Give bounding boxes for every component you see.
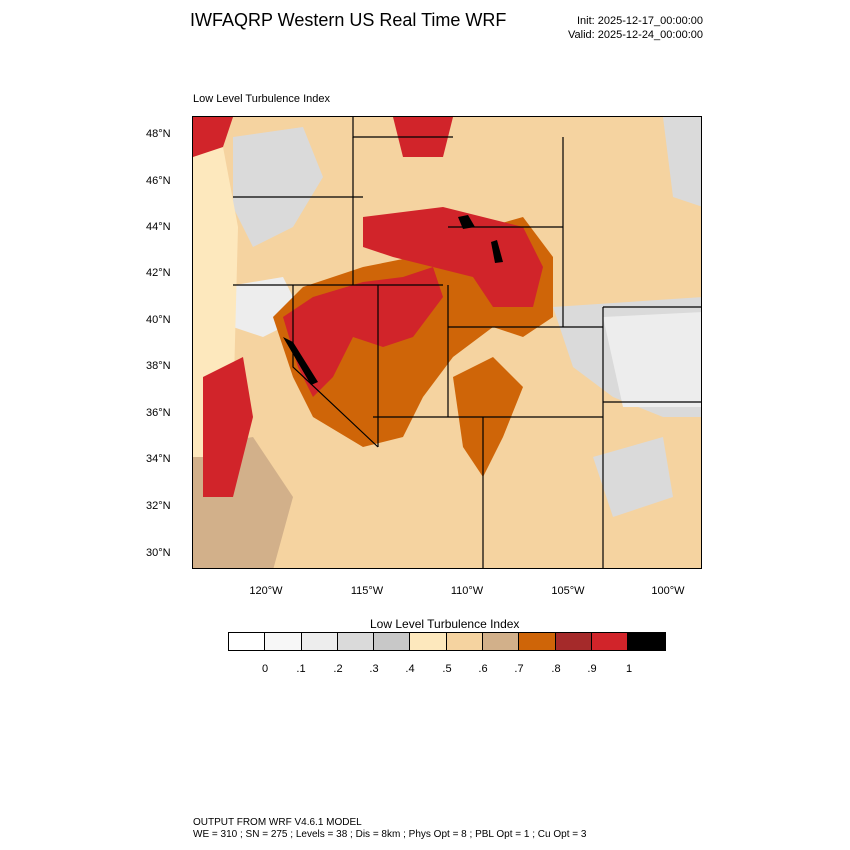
colorbar-tick-label: .2 <box>333 663 343 675</box>
panel-label: Low Level Turbulence Index <box>193 93 330 105</box>
extreme-turbulence-bighorn <box>491 240 503 263</box>
valid-time: Valid: 2025-12-24_00:00:00 <box>568 29 703 41</box>
texas-low-region <box>593 437 673 517</box>
colorbar-swatch <box>410 633 447 650</box>
colorbar-swatch <box>446 633 484 650</box>
lat-label: 46°N <box>146 175 171 187</box>
colorbar-swatch <box>265 633 302 650</box>
turbulence-map <box>193 117 701 568</box>
colorbar-tick-label: .5 <box>442 663 452 675</box>
colorbar-swatch <box>483 633 520 650</box>
lat-label: 40°N <box>146 314 171 326</box>
lat-label: 36°N <box>146 407 171 419</box>
init-time: Init: 2025-12-17_00:00:00 <box>577 15 703 27</box>
colorbar <box>228 632 666 651</box>
colorbar-swatch <box>555 633 592 650</box>
lat-label: 34°N <box>146 453 171 465</box>
colorbar-tick-label: .3 <box>369 663 379 675</box>
lat-label: 30°N <box>146 547 171 559</box>
colorbar-swatch <box>301 633 338 650</box>
colorbar-swatch <box>591 633 629 650</box>
lat-label: 42°N <box>146 267 171 279</box>
lon-label: 105°W <box>551 585 585 597</box>
run-info: Init: 2025-12-17_00:00:00 Valid: 2025-12… <box>568 14 703 42</box>
coastal-high-region <box>203 357 253 497</box>
dakota-low-region <box>663 117 701 207</box>
lat-label: 44°N <box>146 221 171 233</box>
plains-lowest-region <box>603 312 701 407</box>
footer-line-2: WE = 310 ; SN = 275 ; Levels = 38 ; Dis … <box>193 829 587 840</box>
colorbar-tick-label: .4 <box>405 663 415 675</box>
lat-label: 32°N <box>146 500 171 512</box>
model-footer: OUTPUT FROM WRF V4.6.1 MODEL WE = 310 ; … <box>193 817 586 841</box>
extreme-turbulence-sierra <box>283 337 318 385</box>
colorbar-swatch <box>229 633 266 650</box>
colorbar-tick-label: .6 <box>478 663 488 675</box>
colorbar-tick-label: .9 <box>587 663 597 675</box>
colorbar-tick-label: .7 <box>514 663 524 675</box>
colorbar-swatch <box>374 633 411 650</box>
lon-label: 115°W <box>350 585 384 597</box>
coast-north-high-region <box>193 117 233 157</box>
footer-line-1: OUTPUT FROM WRF V4.6.1 MODEL <box>193 817 362 828</box>
colorbar-swatch <box>337 633 375 650</box>
lat-label: 38°N <box>146 360 171 372</box>
extreme-turbulence-wyoming <box>458 215 475 229</box>
main-title: IWFAQRP Western US Real Time WRF <box>190 10 507 30</box>
colorbar-tick-label: .8 <box>551 663 561 675</box>
lat-label: 48°N <box>146 128 171 140</box>
very-high-turbulence-region-wyoming <box>363 207 543 307</box>
northwest-low-region <box>233 127 323 247</box>
colorbar-tick-label: 1 <box>625 663 633 675</box>
lon-label: 120°W <box>249 585 283 597</box>
state-boundaries <box>233 117 701 568</box>
colorbar-tick-label: 0 <box>261 663 269 675</box>
colorbar-tick-label: .1 <box>296 663 306 675</box>
colorbar-swatch <box>628 633 665 650</box>
colorbar-swatch <box>519 633 556 650</box>
colorbar-title: Low Level Turbulence Index <box>370 617 520 631</box>
very-high-turbulence-region-west <box>283 267 443 397</box>
lon-label: 110°W <box>450 585 484 597</box>
map-frame <box>192 116 702 569</box>
lon-label: 100°W <box>651 585 685 597</box>
